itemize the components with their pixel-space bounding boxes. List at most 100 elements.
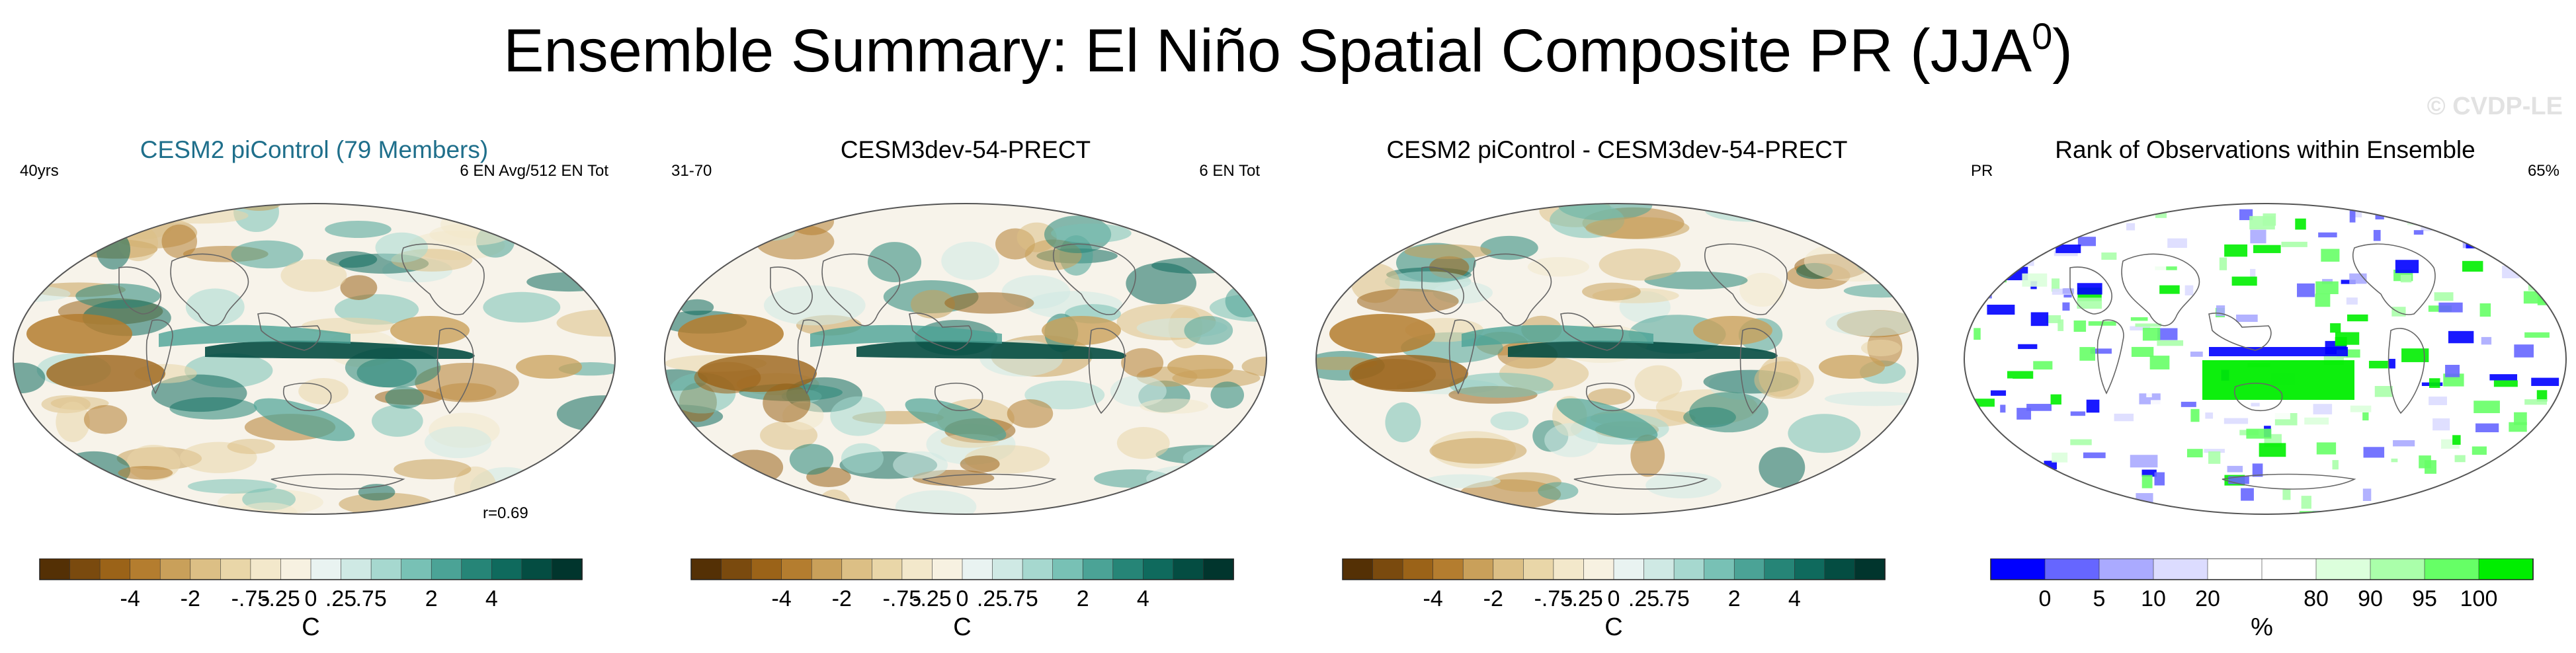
rank-cell [2315,293,2331,307]
colorbar-swatch [1203,558,1234,580]
colorbar-tick-label: -4 [1423,586,1443,611]
rank-cell [1980,467,1987,473]
field-blob [665,445,700,469]
rank-cell [2209,347,2348,356]
rank-cell [2561,263,2566,276]
rank-cell [2046,315,2061,323]
field-blob [1222,233,1265,253]
field-blob [1404,244,1491,259]
colorbar-swatch [2370,558,2425,580]
rank-cell [2052,278,2060,292]
wet-band-north [810,325,1002,347]
rank-cell [2335,336,2347,346]
colorbar-tick-label: -4 [120,586,140,611]
colorbar-tick-label: .25 [325,586,356,611]
field-blob [1689,392,1768,433]
rank-cell [2079,347,2096,361]
dry-region [390,316,470,345]
colorbar-tick-label: -.75 [231,586,270,611]
field-blob [13,504,67,514]
rank-cell [2524,399,2547,405]
rank-cell [2542,231,2552,240]
dry-region [698,355,817,392]
colorbar-unit-label: % [2251,613,2273,641]
rank-cell [2070,411,2086,416]
field-blob [1316,471,1392,505]
colorbar-swatch [1112,558,1144,580]
coastline [1473,253,1552,326]
rank-cell [2558,464,2566,473]
rank-cell [2241,488,2254,501]
rank-cell [2142,327,2161,341]
colorbar-swatch [1402,558,1434,580]
rank-cell [2517,219,2543,230]
rank-cell [2157,328,2178,340]
rank-cell [2411,504,2431,513]
rank-cell [2208,451,2221,464]
colorbar-swatch [1022,558,1054,580]
rank-cell [2023,493,2038,506]
field-blob [1192,220,1226,249]
colorbar-swatch [1493,558,1524,580]
coastline [1739,328,1777,414]
field-blob [504,471,546,500]
dry-region [46,355,165,392]
colorbar-tick-label: 4 [485,586,498,611]
panel-title: Rank of Observations within Ensemble [2055,136,2475,163]
wet-region [905,398,1007,442]
rank-cell [2085,481,2102,489]
rank-cell [2159,285,2180,294]
field-blob [1788,414,1861,453]
field-blob [13,362,46,394]
field-blob [1490,411,1529,431]
rank-cell [2301,496,2311,509]
rank-cell [2259,443,2286,457]
coastline [2121,253,2200,326]
panel-cesm3dev: CESM3dev-54-PRECT 31-70 6 EN Tot -4 -2 -.7… [658,122,1273,651]
rank-cell [2083,452,2106,459]
colorbar-swatch [341,558,372,580]
rank-cell [2391,458,2398,463]
rank-cell [2016,283,2024,292]
coastline [1448,319,1476,395]
rank-cell [2223,418,2249,424]
rank-cell [2307,324,2315,336]
rank-cell [2181,401,2196,407]
colorbar-tick-label: 90 [2358,586,2383,611]
colorbar-swatch [401,558,433,580]
colorbar-tick-label: .75 [1658,586,1689,611]
rank-cell [2186,449,2203,457]
field-blob [1146,465,1233,492]
rank-cell [1974,328,1981,340]
coastline [797,319,825,395]
colorbar-swatch [1733,558,1765,580]
rank-cell [2368,360,2388,369]
rank-cell [2472,446,2487,455]
rank-cell [2252,463,2263,477]
rank-cell [2202,360,2354,400]
map-border [1964,203,2567,515]
field-blob [280,259,347,292]
rank-cell [2167,238,2187,249]
field-blob [151,374,247,412]
rank-cell [2391,307,2406,317]
rank-cell [2524,332,2550,338]
rank-cell [2090,348,2112,354]
map-plot [1315,203,1919,515]
colorbar-swatch [1643,558,1675,580]
coastline [2222,473,2356,490]
colorbar-swatch [2044,558,2100,580]
page-title: Ensemble Summary: El Niño Spatial Compos… [503,15,2073,85]
field-blob [1739,272,1785,307]
coastline [1586,383,1635,411]
rank-cell [1974,436,1993,443]
field-blob [941,241,999,280]
colorbar-tick-label: 80 [2304,586,2329,611]
rank-cell [2135,323,2161,327]
field-blob [895,490,977,514]
field-blob [1480,235,1538,260]
rank-cell [1982,241,1995,249]
colorbar-swatch [431,558,462,580]
rank-cell [1987,305,2015,315]
equatorial-wet-band [205,340,475,359]
